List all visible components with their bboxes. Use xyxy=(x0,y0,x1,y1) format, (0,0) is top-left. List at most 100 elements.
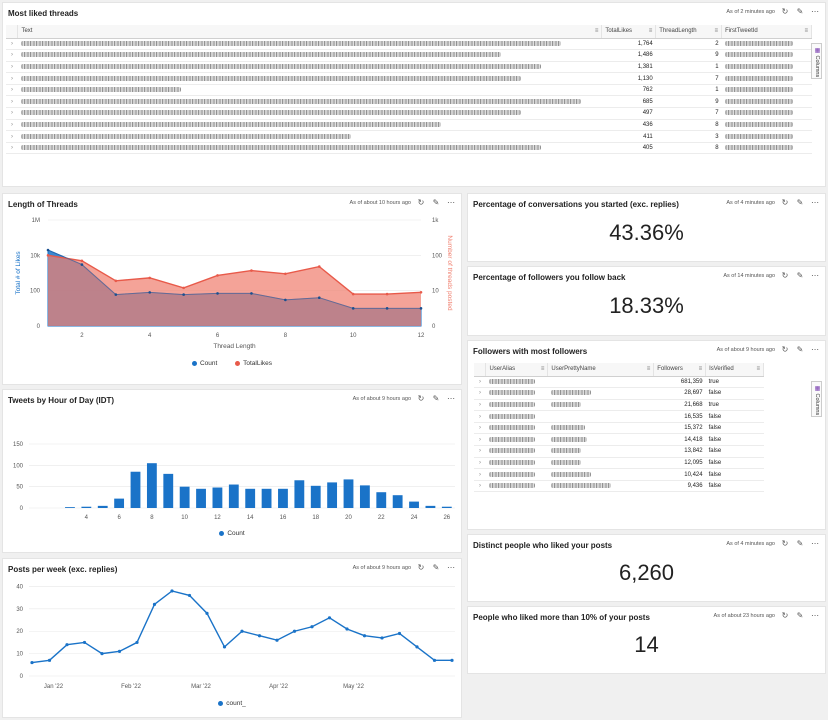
expand-row-icon[interactable]: › xyxy=(6,142,18,155)
hour-bar[interactable] xyxy=(409,501,419,508)
expand-row-icon[interactable]: › xyxy=(6,72,18,85)
posts-point[interactable] xyxy=(205,611,209,615)
edit-icon[interactable]: ✎ xyxy=(432,394,440,403)
count-point[interactable] xyxy=(284,272,287,276)
table-row[interactable]: › 9,436 false xyxy=(474,480,764,493)
count-point[interactable] xyxy=(419,290,423,294)
refresh-icon[interactable]: ↻ xyxy=(781,198,789,207)
posts-point[interactable] xyxy=(222,645,227,649)
hour-bar[interactable] xyxy=(441,506,452,508)
totallikes-point[interactable] xyxy=(114,293,118,296)
hour-bar[interactable] xyxy=(376,492,387,508)
hour-bar[interactable] xyxy=(146,463,157,508)
count-point[interactable] xyxy=(351,292,355,296)
column-header-followers[interactable]: Followers ≡ xyxy=(653,363,707,377)
legend-item-count[interactable]: Count xyxy=(219,530,245,537)
posts-point[interactable] xyxy=(310,625,314,629)
totallikes-point[interactable] xyxy=(216,292,219,295)
expand-row-icon[interactable]: › xyxy=(6,130,18,143)
column-menu-icon[interactable]: ≡ xyxy=(756,366,760,372)
count-point[interactable] xyxy=(148,276,152,280)
table-row[interactable]: › 411 3 xyxy=(6,130,812,143)
totallikes-point[interactable] xyxy=(80,263,84,266)
count-point[interactable] xyxy=(182,286,185,290)
posts-point[interactable] xyxy=(47,658,52,662)
hour-bar[interactable] xyxy=(114,498,125,508)
posts-point[interactable] xyxy=(450,658,454,662)
count-point[interactable] xyxy=(216,274,219,277)
expand-row-icon[interactable]: › xyxy=(474,410,486,423)
columns-panel-toggle[interactable]: ▦ Columns xyxy=(811,43,822,79)
hour-bar[interactable] xyxy=(212,487,223,508)
hour-bar[interactable] xyxy=(343,479,354,508)
more-icon[interactable]: ⋯ xyxy=(811,345,819,354)
posts-point[interactable] xyxy=(170,589,174,593)
expand-row-icon[interactable]: › xyxy=(474,399,486,412)
hour-bar[interactable] xyxy=(392,495,403,508)
count-point[interactable] xyxy=(317,265,321,268)
column-header-isverified[interactable]: IsVerified ≡ xyxy=(705,363,764,377)
table-row[interactable]: › 1,764 2 xyxy=(6,38,812,51)
column-menu-icon[interactable]: ≡ xyxy=(804,28,808,34)
table-row[interactable]: › 16,535 false xyxy=(474,410,764,423)
posts-point[interactable] xyxy=(397,631,402,636)
hour-bar[interactable] xyxy=(294,480,305,508)
totallikes-point[interactable] xyxy=(46,248,50,252)
column-header-userprettyname[interactable]: UserPrettyName ≡ xyxy=(547,363,655,377)
expand-row-icon[interactable]: › xyxy=(474,422,486,435)
hour-bar[interactable] xyxy=(245,488,256,508)
posts-point[interactable] xyxy=(432,658,437,662)
more-icon[interactable]: ⋯ xyxy=(447,394,455,403)
totallikes-point[interactable] xyxy=(419,307,423,310)
column-menu-icon[interactable]: ≡ xyxy=(594,28,599,34)
posts-point[interactable] xyxy=(345,627,349,631)
posts-point[interactable] xyxy=(257,634,262,638)
column-header-threadlength[interactable]: ThreadLength ≡ xyxy=(655,25,723,39)
hour-bar[interactable] xyxy=(278,488,288,508)
table-row[interactable]: › 28,697 false xyxy=(474,387,764,400)
hour-bar[interactable] xyxy=(196,488,206,508)
refresh-icon[interactable]: ↻ xyxy=(417,563,425,572)
posts-point[interactable] xyxy=(65,643,69,647)
table-row[interactable]: › 1,486 9 xyxy=(6,49,812,62)
column-menu-icon[interactable]: ≡ xyxy=(698,366,703,372)
posts-point[interactable] xyxy=(380,636,384,640)
refresh-icon[interactable]: ↻ xyxy=(781,539,789,548)
table-row[interactable]: › 15,372 false xyxy=(474,422,764,435)
expand-row-icon[interactable]: › xyxy=(6,95,18,109)
totallikes-point[interactable] xyxy=(385,307,389,310)
expand-row-icon[interactable]: › xyxy=(6,107,18,120)
posts-point[interactable] xyxy=(152,602,157,606)
table-row[interactable]: › 21,668 true xyxy=(474,399,764,412)
column-header-totallikes[interactable]: TotalLikes ≡ xyxy=(601,25,657,39)
table-row[interactable]: › 10,424 false xyxy=(474,468,764,481)
hour-bar[interactable] xyxy=(130,471,141,508)
refresh-icon[interactable]: ↻ xyxy=(417,198,425,207)
refresh-icon[interactable]: ↻ xyxy=(781,345,789,354)
totallikes-point[interactable] xyxy=(351,307,355,310)
legend-item-count[interactable]: count_ xyxy=(218,700,246,707)
posts-point[interactable] xyxy=(135,640,139,645)
posts-point[interactable] xyxy=(117,649,122,653)
expand-row-icon[interactable]: › xyxy=(474,468,486,481)
edit-icon[interactable]: ✎ xyxy=(796,271,804,280)
count-point[interactable] xyxy=(46,254,50,257)
expand-row-icon[interactable]: › xyxy=(6,119,18,132)
table-row[interactable]: › 436 8 xyxy=(6,119,812,132)
table-row[interactable]: › 762 1 xyxy=(6,84,812,97)
column-menu-icon[interactable]: ≡ xyxy=(540,366,545,372)
count-point[interactable] xyxy=(114,279,118,283)
refresh-icon[interactable]: ↻ xyxy=(417,394,425,403)
posts-point[interactable] xyxy=(275,638,279,642)
edit-icon[interactable]: ✎ xyxy=(432,563,440,572)
expand-row-icon[interactable]: › xyxy=(474,433,486,447)
column-menu-icon[interactable]: ≡ xyxy=(646,366,651,372)
expand-row-icon[interactable]: › xyxy=(474,387,486,400)
table-row[interactable]: › 13,842 false xyxy=(474,445,764,458)
hour-bar[interactable] xyxy=(65,507,75,508)
expand-row-icon[interactable]: › xyxy=(6,84,18,97)
table-row[interactable]: › 685 9 xyxy=(6,95,812,109)
edit-icon[interactable]: ✎ xyxy=(796,198,804,207)
legend-item-totallikes[interactable]: TotalLikes xyxy=(235,360,272,367)
hour-bar[interactable] xyxy=(359,485,370,508)
